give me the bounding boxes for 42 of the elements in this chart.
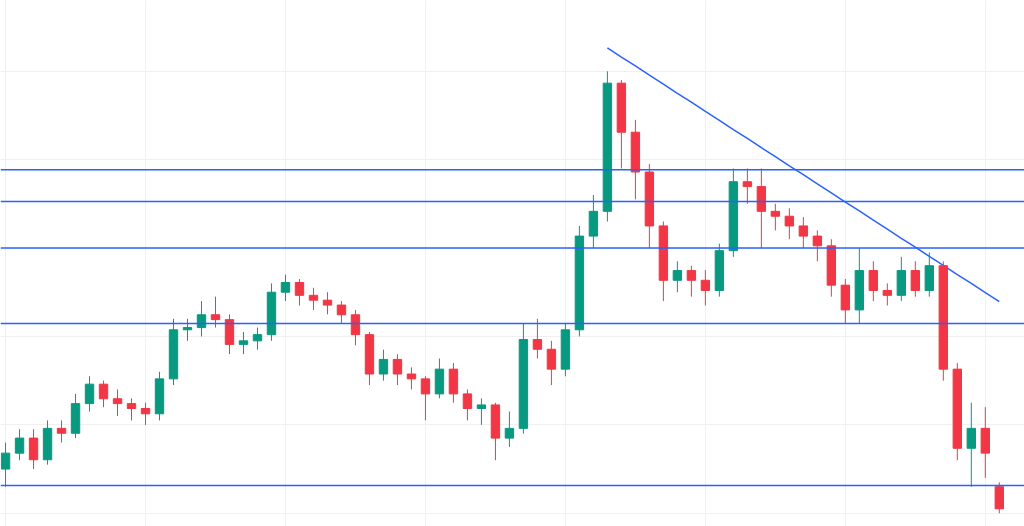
candlestick	[994, 481, 1004, 514]
candlestick	[308, 287, 319, 311]
candlestick	[770, 203, 781, 231]
candlestick	[182, 318, 193, 342]
candlestick	[14, 428, 25, 461]
candlestick	[350, 309, 361, 346]
candlestick	[126, 397, 137, 421]
candlestick	[98, 380, 109, 408]
candlestick	[56, 419, 67, 444]
candlestick	[700, 269, 711, 306]
candlestick	[742, 167, 753, 205]
candlestick	[406, 366, 417, 390]
candlestick	[784, 207, 795, 240]
candlestick	[868, 260, 879, 302]
candlestick	[294, 278, 305, 306]
candlestick	[966, 402, 977, 488]
candlestick	[84, 375, 95, 413]
candlestick	[280, 274, 291, 302]
candlestick	[252, 327, 263, 351]
candlestick	[504, 411, 515, 448]
candlestick	[112, 388, 123, 417]
candlestick	[322, 291, 333, 315]
candlestick	[196, 300, 207, 337]
candlestick	[546, 340, 557, 386]
candlestick	[0, 442, 11, 488]
candlestick	[28, 428, 39, 470]
candlestick	[686, 265, 697, 298]
candlestick	[532, 318, 543, 360]
candlestick	[336, 300, 347, 324]
candlestick	[420, 375, 431, 421]
candlestick	[210, 296, 221, 329]
candlestick	[476, 397, 487, 426]
candlestick	[462, 388, 473, 421]
candlestick	[378, 349, 389, 382]
candlestick	[910, 260, 921, 298]
candlestick	[882, 282, 893, 306]
candlestick	[392, 353, 403, 386]
candlestick	[672, 260, 683, 293]
candlestick	[140, 402, 151, 426]
candlestick	[238, 331, 249, 355]
candlestick	[812, 229, 823, 262]
candlestick	[798, 216, 809, 249]
